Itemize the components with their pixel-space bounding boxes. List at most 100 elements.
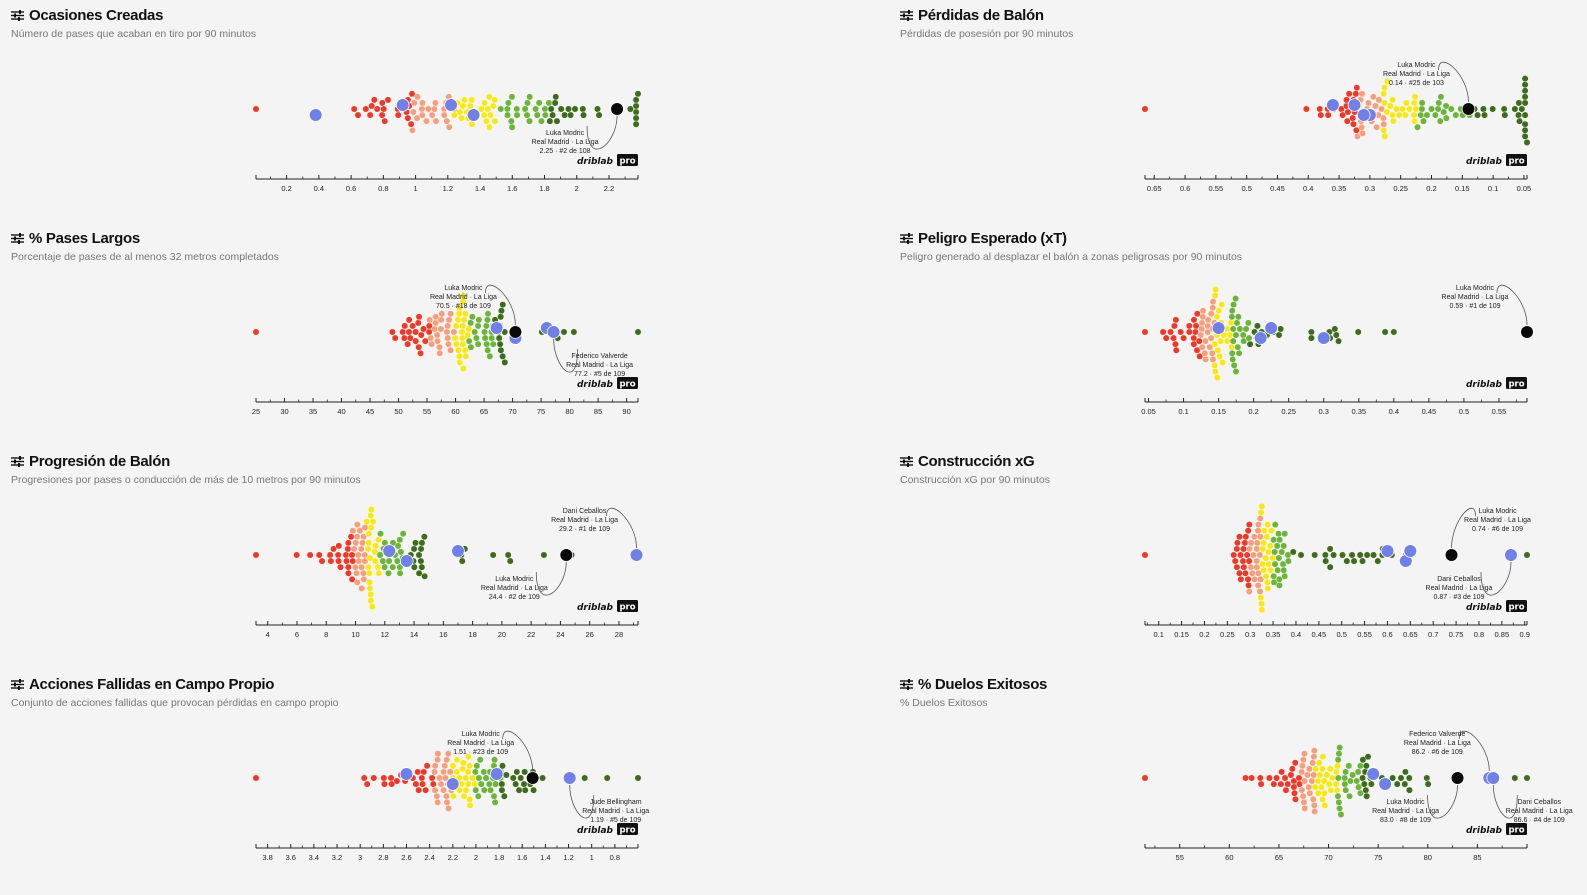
x-tick-label: 3.6 <box>286 853 296 862</box>
beeswarm-chart: 25 30 35 40 45 50 55 60 65 70 75 80 85 90 Luka Modric R… <box>252 284 642 416</box>
x-tick-label: 4 <box>266 630 270 639</box>
player-dot <box>1320 789 1328 797</box>
player-dot <box>1442 114 1450 122</box>
x-tick-label: 0.65 <box>1147 184 1162 193</box>
focus-player-dot <box>1520 325 1534 339</box>
player-dot <box>1257 780 1265 788</box>
x-tick-label: 0.6 <box>1180 184 1190 193</box>
player-dot <box>1177 328 1185 336</box>
player-dot <box>453 768 461 776</box>
player-dot <box>1516 117 1523 125</box>
player-dot <box>1277 325 1284 333</box>
player-dot <box>370 96 378 104</box>
player-dot <box>1298 768 1306 776</box>
player-dot <box>444 322 452 330</box>
player-dot <box>486 352 494 360</box>
player-dot <box>1354 768 1362 776</box>
annotation-connector <box>535 561 567 596</box>
player-dot <box>489 340 497 348</box>
player-dot <box>1257 509 1265 516</box>
x-tick-label: 25 <box>252 407 260 416</box>
player-dot <box>1363 551 1371 559</box>
player-dot <box>389 563 397 571</box>
player-dot <box>413 114 421 122</box>
player-dot <box>1511 774 1519 782</box>
player-dot <box>354 111 362 119</box>
x-tick-label: 70 <box>508 407 516 416</box>
player-dot <box>1262 554 1270 562</box>
player-dot <box>1380 114 1387 122</box>
filter-sliders-icon[interactable] <box>11 9 24 21</box>
filter-sliders-icon[interactable] <box>900 232 913 244</box>
player-dot <box>484 310 492 318</box>
player-dot <box>1362 786 1370 794</box>
player-dot <box>468 313 476 321</box>
player-dot <box>347 533 355 541</box>
player-dot <box>417 349 424 357</box>
player-dot <box>1271 548 1279 556</box>
player-dot <box>404 114 412 122</box>
player-dot <box>1334 774 1342 782</box>
player-dot <box>1389 111 1396 119</box>
x-tick-label: 0.6 <box>1382 630 1392 639</box>
player-dot <box>414 93 421 101</box>
player-dot <box>378 99 386 107</box>
player-dot <box>1296 780 1303 788</box>
player-dot <box>1190 316 1198 324</box>
player-dot <box>571 105 579 113</box>
player-dot <box>1172 346 1180 354</box>
x-tick-label: 0.6 <box>346 184 356 193</box>
x-tick-label: 85 <box>594 407 602 416</box>
focus-player-dot <box>525 771 540 785</box>
player-dot <box>1214 346 1222 354</box>
player-dot <box>1305 765 1313 773</box>
panel-subtitle: Peligro generado al desplazar el balón a… <box>900 251 1243 263</box>
player-dot <box>437 316 445 324</box>
player-dot <box>408 90 416 98</box>
teammate-dot <box>1326 98 1340 112</box>
player-dot <box>1243 551 1251 559</box>
player-dot <box>444 750 452 758</box>
player-dot <box>423 117 430 125</box>
player-dot <box>446 768 454 776</box>
filter-sliders-icon[interactable] <box>900 455 913 467</box>
filter-sliders-icon[interactable] <box>900 9 913 21</box>
player-dot <box>1393 780 1401 788</box>
player-dot <box>481 99 488 107</box>
player-dot <box>1358 90 1366 98</box>
player-dot <box>417 557 425 565</box>
player-dot <box>515 786 523 794</box>
player-dot <box>1199 307 1207 315</box>
brand-pro: pro <box>1508 157 1524 167</box>
x-tick-label: 0.8 <box>378 184 388 193</box>
player-dot <box>434 337 441 345</box>
player-dot <box>1423 774 1431 782</box>
player-dot <box>513 111 521 119</box>
player-dot <box>1308 777 1316 785</box>
player-dot <box>1212 286 1219 293</box>
player-annotation: Dani Ceballos Real Madrid · La Liga 29.2 ·… <box>551 507 644 562</box>
x-tick-label: 0.55 <box>1492 407 1507 416</box>
panel-title-text: Construcción xG <box>918 452 1035 470</box>
player-dot <box>1256 515 1264 522</box>
player-annotation: Luka Modric Real Madrid · La Liga 83.0 · #… <box>1372 771 1465 824</box>
player-dot <box>421 533 428 541</box>
player-dot <box>1232 331 1240 339</box>
player-dot <box>1218 301 1226 309</box>
filter-sliders-icon[interactable] <box>11 455 24 467</box>
player-dot <box>1380 126 1388 134</box>
filter-sliders-icon[interactable] <box>11 678 24 690</box>
player-dot <box>466 102 474 110</box>
driblab-pro-logo: driblab pro <box>577 823 638 836</box>
filter-sliders-icon[interactable] <box>900 678 913 690</box>
player-dot <box>1364 753 1372 761</box>
player-dot <box>378 111 386 119</box>
filter-sliders-icon[interactable] <box>11 232 24 244</box>
player-dot <box>1297 551 1305 559</box>
annotation-player: Jude Bellingham <box>590 799 642 806</box>
player-dot <box>1141 328 1149 336</box>
annotation-stat: 0.59 · #1 de 109 <box>1450 303 1501 310</box>
player-dot <box>547 105 555 113</box>
player-dot <box>458 328 466 336</box>
player-dot <box>371 557 379 565</box>
